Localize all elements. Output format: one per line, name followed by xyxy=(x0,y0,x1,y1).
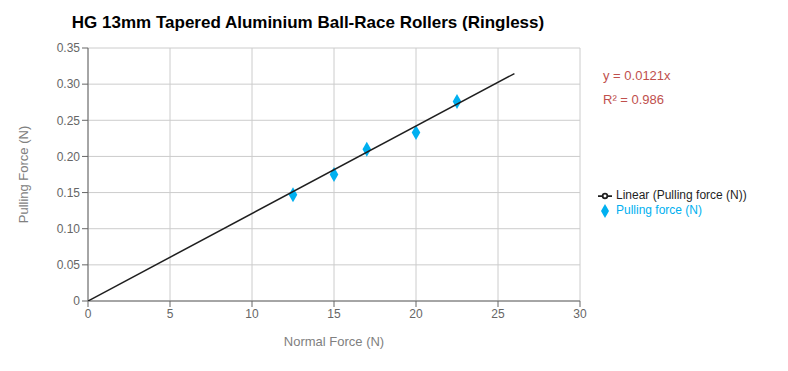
svg-text:0.20: 0.20 xyxy=(57,150,81,164)
svg-text:0.25: 0.25 xyxy=(57,114,81,128)
html-text:y = 0.0121x: y = 0.0121x xyxy=(603,68,671,83)
svg-text:Normal Force (N): Normal Force (N) xyxy=(284,334,384,349)
svg-text:0.05: 0.05 xyxy=(57,258,81,272)
svg-text:0.30: 0.30 xyxy=(57,77,81,91)
html-text:R² = 0.986: R² = 0.986 xyxy=(603,92,665,107)
svg-text:15: 15 xyxy=(327,307,341,321)
svg-text:10: 10 xyxy=(245,307,259,321)
svg-text:20: 20 xyxy=(409,307,423,321)
svg-text:30: 30 xyxy=(573,307,587,321)
svg-text:0.15: 0.15 xyxy=(57,186,81,200)
svg-text:Pulling Force (N): Pulling Force (N) xyxy=(16,126,31,224)
svg-text:0: 0 xyxy=(85,307,92,321)
html-text:Pulling force (N): Pulling force (N) xyxy=(616,202,702,217)
html-text:Linear (Pulling force (N)): Linear (Pulling force (N)) xyxy=(616,188,747,202)
svg-text:0: 0 xyxy=(73,294,80,308)
html-text:HG 13mm Tapered Aluminium Ball: HG 13mm Tapered Aluminium Ball-Race Roll… xyxy=(71,13,545,32)
svg-text:25: 25 xyxy=(491,307,505,321)
svg-text:0.35: 0.35 xyxy=(57,41,81,55)
svg-text:5: 5 xyxy=(167,307,174,321)
svg-text:0.10: 0.10 xyxy=(57,222,81,236)
